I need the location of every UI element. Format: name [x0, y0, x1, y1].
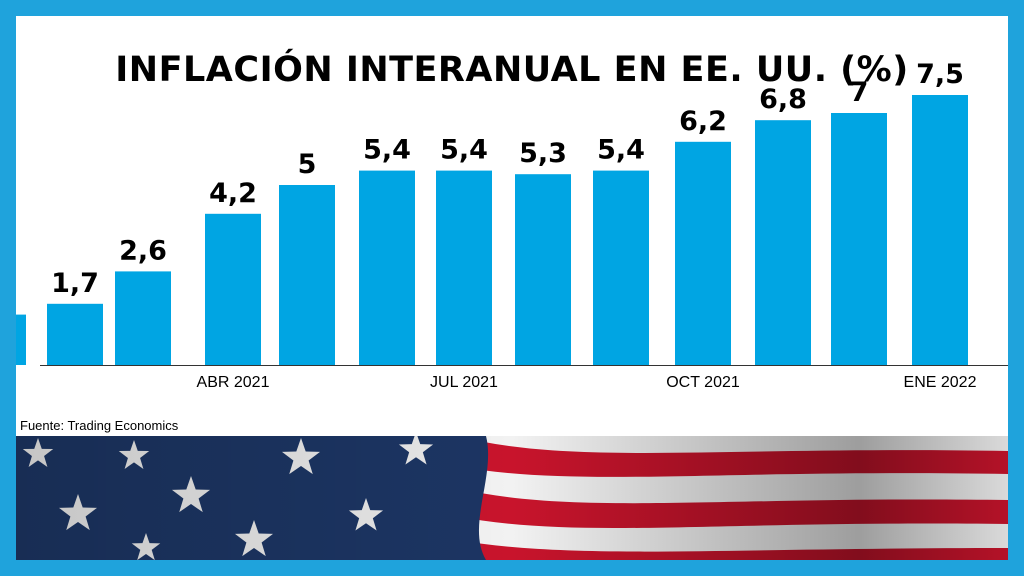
bar	[115, 271, 171, 365]
data-label: 7,5	[916, 59, 964, 90]
data-label: 5,4	[440, 135, 488, 166]
data-label: 1,7	[51, 268, 99, 299]
x-tick-label: OCT 2021	[666, 374, 740, 391]
x-tick-label: JUL 2021	[430, 374, 498, 391]
data-label: 6,2	[679, 106, 727, 137]
chart-title: INFLACIÓN INTERANUAL EN EE. UU. (%)	[115, 50, 909, 90]
data-label: 7	[850, 77, 869, 108]
data-label: 5,3	[519, 138, 567, 169]
source-note: Fuente: Trading Economics	[20, 418, 179, 433]
flag-shading	[16, 436, 1008, 560]
us-flag-image	[16, 436, 1008, 560]
bar	[515, 174, 571, 365]
bar	[755, 120, 811, 365]
data-label: 5	[298, 149, 317, 180]
bar	[359, 170, 415, 365]
bar	[16, 314, 26, 365]
x-tick-label: ABR 2021	[197, 374, 270, 391]
bar	[675, 141, 731, 365]
data-label: 6,8	[759, 84, 807, 115]
bar	[436, 170, 492, 365]
bar	[831, 113, 887, 365]
data-label: 5,4	[363, 135, 411, 166]
bar	[47, 303, 103, 365]
bar	[593, 170, 649, 365]
bar	[279, 185, 335, 365]
data-label: 4,2	[209, 178, 257, 209]
bar-chart: 1,7 2,6 4,2 5 5,4 5,4 5,3 5,4 6,2 6,8 7 7,5 ABR 2021…	[16, 59, 1008, 391]
bar	[912, 95, 968, 365]
data-label: 5,4	[597, 135, 645, 166]
x-tick-label: ENE 2022	[904, 374, 977, 391]
data-label: 2,6	[119, 235, 167, 266]
bar	[205, 213, 261, 365]
chart-frame: INFLACIÓN INTERANUAL EN EE. UU. (%) 1,7 2…	[16, 16, 1008, 560]
